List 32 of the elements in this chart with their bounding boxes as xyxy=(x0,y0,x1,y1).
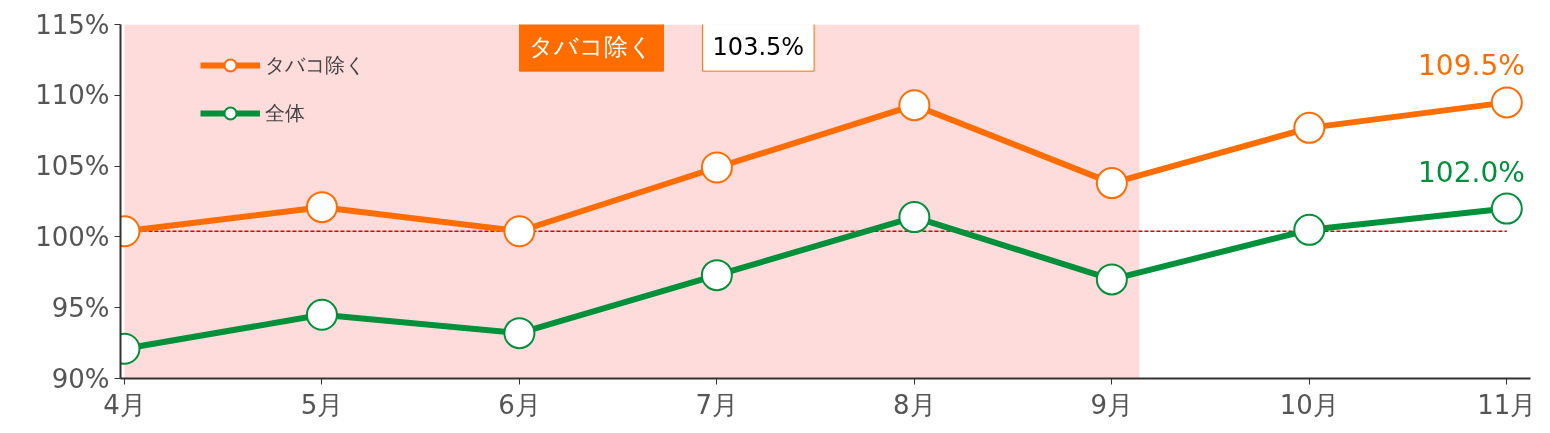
y-tick-label: 95% xyxy=(51,292,110,323)
x-tick-label: 11月 xyxy=(1477,389,1537,420)
point xyxy=(305,191,338,224)
data-label: 102.0% xyxy=(1418,155,1525,189)
point xyxy=(305,298,338,331)
point xyxy=(1293,213,1326,246)
legend-label: 全体 xyxy=(265,99,305,127)
point xyxy=(1095,167,1128,200)
point xyxy=(503,317,536,350)
legend-label: タバコ除く xyxy=(265,51,365,79)
annotation: タバコ除く xyxy=(529,33,654,62)
point xyxy=(1490,192,1523,225)
x-tick-label: 7月 xyxy=(695,389,739,420)
x-tick-label: 8月 xyxy=(893,389,936,420)
point xyxy=(898,89,931,122)
point xyxy=(898,201,931,234)
point xyxy=(503,215,536,248)
point xyxy=(1293,111,1326,144)
point xyxy=(700,259,733,292)
point xyxy=(700,151,733,184)
annotation: 103.5% xyxy=(712,33,805,62)
point xyxy=(1490,86,1523,119)
x-tick-label: 6月 xyxy=(498,389,541,420)
y-tick-label: 100% xyxy=(35,221,110,252)
y-tick-label: 105% xyxy=(35,151,110,182)
point xyxy=(1095,263,1128,296)
x-tick-label: 9月 xyxy=(1090,389,1134,420)
y-tick-label: 110% xyxy=(35,80,110,111)
y-tick-label: 115% xyxy=(35,9,110,40)
x-tick-label: 10月 xyxy=(1279,389,1339,420)
data-label: 109.5% xyxy=(1418,49,1525,83)
x-tick-label: 5月 xyxy=(300,389,344,420)
